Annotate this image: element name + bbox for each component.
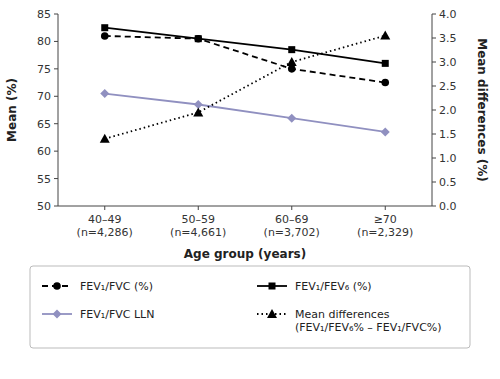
series-marker [288,46,295,53]
x-tick-label: ≥70(n=2,329) [357,213,413,239]
x-axis-label: Age group (years) [184,247,306,261]
series-marker [100,134,110,143]
y-tick-label: 65 [37,118,51,131]
series-marker [287,57,297,66]
y2-tick [432,182,436,183]
y2-tick-label: 3.5 [439,32,457,45]
y2-tick [432,86,436,87]
y2-tick-label: 3.0 [439,56,457,69]
y2-tick-label: 1.0 [439,152,457,165]
x-tick [198,206,199,210]
series-marker [100,89,109,98]
series-line [105,94,386,132]
series-marker [380,31,390,40]
y-tick-label: 55 [37,173,51,186]
y2-tick [432,38,436,39]
y-axis-label: Mean (%) [5,78,19,142]
x-tick [291,206,292,210]
y2-tick-label: 1.5 [439,128,457,141]
x-axis-line [58,206,432,207]
x-tick [104,206,105,210]
legend-label: FEV₁/FEV₆ (%) [295,280,372,293]
chart: 50 55 60 65 70 75 80 85 0.0 0.5 1.0 1.5 2.0 2.5 3.0 3.5… [0,0,500,379]
y-tick-label: 85 [37,8,51,21]
y-tick [54,206,58,207]
x-tick-label: 40–49(n=4,286) [77,213,133,239]
y2-tick [432,206,436,207]
x-tick-label: 60–69(n=3,702) [264,213,320,239]
y2-tick-label: 2.5 [439,80,457,93]
legend-box [30,266,470,348]
legend-marker [267,309,277,318]
y2-axis-label: Mean differences (%) [475,38,489,182]
series-marker [288,65,296,73]
y-tick-label: 50 [37,200,51,213]
plot-area [100,24,391,143]
y2-tick [432,14,436,15]
legend-marker [53,282,61,290]
x-tick-label: 50–59(n=4,661) [170,213,226,239]
legend-label: Mean differences(FEV₁/FEV₆% – FEV₁/FVC%) [295,308,442,334]
series-marker [382,60,389,67]
y2-tick-label: 0.0 [439,200,457,213]
series-marker [381,127,390,136]
y-tick [54,68,58,69]
y-tick [54,178,58,179]
y-tick-label: 70 [37,90,51,103]
y2-tick [432,158,436,159]
series-marker [194,35,202,43]
x-tick [385,206,386,210]
y-tick [54,96,58,97]
y-tick [54,123,58,124]
y2-tick [432,134,436,135]
legend-marker [53,310,62,319]
legend-marker [269,283,276,290]
y-tick-label: 60 [37,145,51,158]
series-marker [287,114,296,123]
series-marker [101,24,108,31]
series-line [105,36,386,139]
y-tick [54,14,58,15]
series-marker [381,79,389,87]
y-axis-line [58,14,59,206]
series-marker [195,35,202,42]
y2-tick [432,62,436,63]
legend-label: FEV₁/FVC LLN [80,308,154,321]
series-line [105,36,386,83]
series-line [105,28,386,64]
legend-label: FEV₁/FVC (%) [80,280,153,293]
series-marker [101,32,109,40]
y2-tick-label: 4.0 [439,8,457,21]
y-tick [54,151,58,152]
y-tick-label: 80 [37,35,51,48]
series-marker [193,107,203,116]
y2-tick-label: 2.0 [439,104,457,117]
y2-tick [432,110,436,111]
y-tick-label: 75 [37,63,51,76]
y2-tick-label: 0.5 [439,176,457,189]
y-tick [54,41,58,42]
